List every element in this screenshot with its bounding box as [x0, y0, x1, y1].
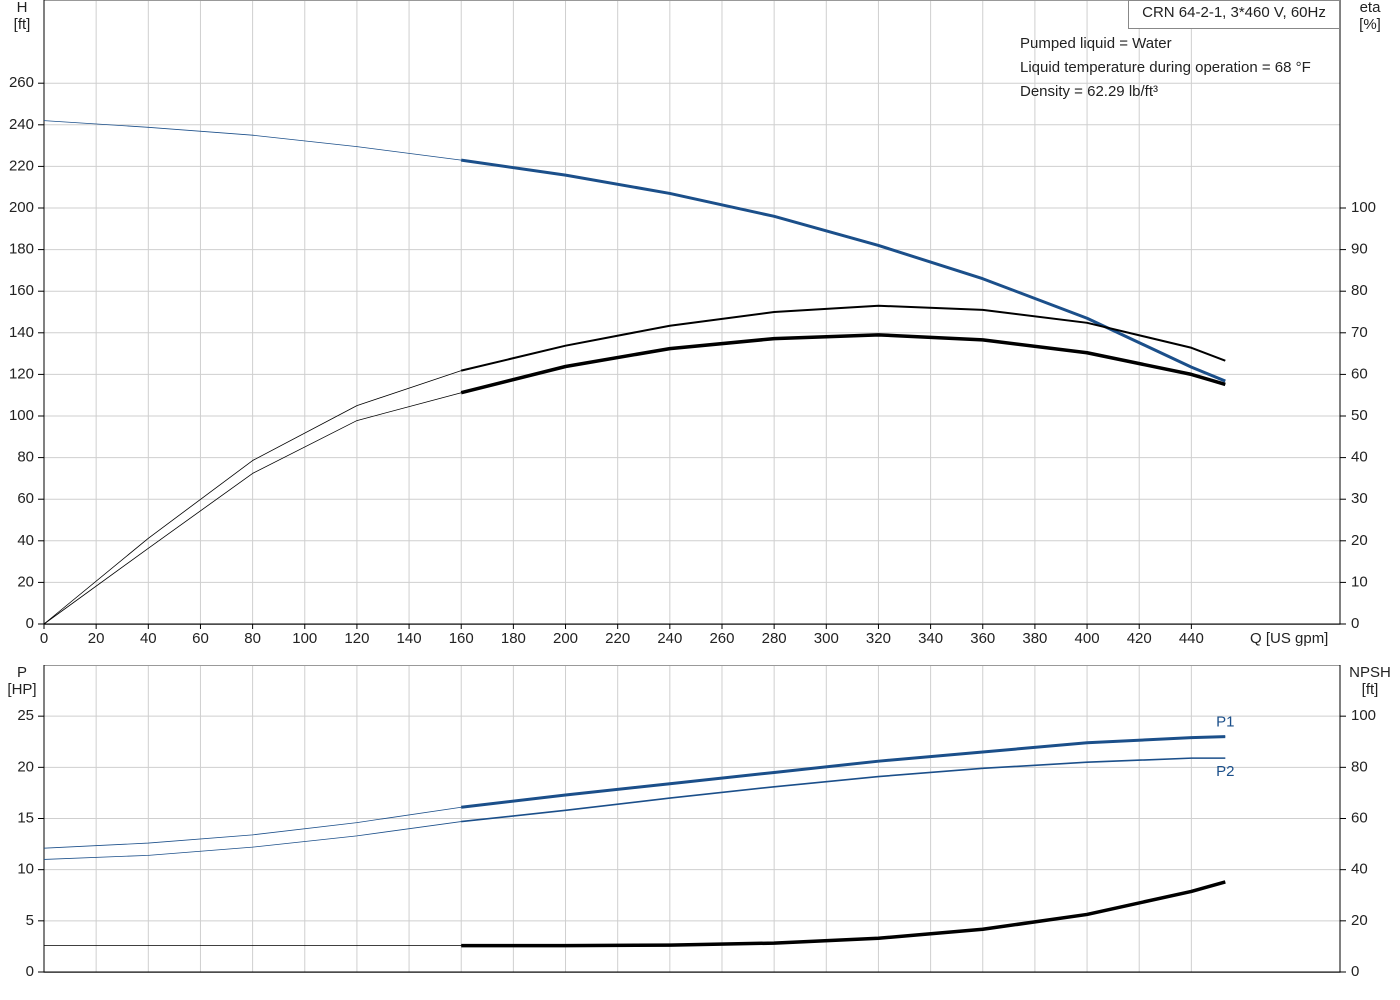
y2-tick-label: 100: [1351, 199, 1376, 216]
curve-line: [43, 120, 1226, 382]
y-tick-label: 160: [9, 282, 34, 299]
x-tick-label: 80: [244, 630, 261, 647]
y-axis-label: H: [17, 0, 28, 16]
y2-tick-label: 0: [1351, 615, 1359, 632]
x-tick-label: 20: [88, 630, 105, 647]
y2-tick-label: 80: [1351, 758, 1368, 775]
x-tick-label: 400: [1075, 630, 1100, 647]
y-tick-label: 0: [26, 963, 34, 980]
x-tick-label: 420: [1127, 630, 1152, 647]
curve-line-duty: [461, 735, 1226, 809]
y-tick-label: 180: [9, 241, 34, 258]
y2-axis-label: eta: [1360, 0, 1382, 16]
curve-line-duty: [460, 304, 1226, 372]
curve-line-duty: [461, 158, 1226, 383]
curve-line: [43, 736, 1226, 849]
y-tick-label: 20: [17, 758, 34, 775]
y-tick-label: 20: [17, 573, 34, 590]
x-tick-label: 320: [866, 630, 891, 647]
y-axis-label: [ft]: [14, 16, 31, 33]
y-tick-label: 60: [17, 490, 34, 507]
y-tick-label: 80: [17, 449, 34, 466]
y2-tick-label: 90: [1351, 241, 1368, 258]
y2-axis-label: [%]: [1359, 16, 1381, 33]
x-tick-label: 360: [970, 630, 995, 647]
x-tick-label: 0: [40, 630, 48, 647]
y-tick-label: 220: [9, 157, 34, 174]
x-tick-label: 280: [762, 630, 787, 647]
y2-tick-label: 60: [1351, 365, 1368, 382]
curve-line: [43, 334, 1226, 625]
x-tick-label: 140: [397, 630, 422, 647]
y-tick-label: 200: [9, 199, 34, 216]
x-tick-label: 220: [605, 630, 630, 647]
y-tick-label: 240: [9, 116, 34, 133]
curve-line: [44, 881, 1226, 947]
y2-tick-label: 10: [1351, 573, 1368, 590]
x-tick-label: 100: [292, 630, 317, 647]
y2-tick-label: 20: [1351, 532, 1368, 549]
x-tick-label: 40: [140, 630, 157, 647]
x-tick-label: 380: [1022, 630, 1047, 647]
y2-tick-label: 40: [1351, 861, 1368, 878]
annotation: Density = 62.29 lb/ft³: [1020, 83, 1158, 100]
y2-tick-label: 80: [1351, 282, 1368, 299]
x-tick-label: 180: [501, 630, 526, 647]
y2-tick-label: 0: [1351, 963, 1359, 980]
y-axis-label: [HP]: [7, 681, 36, 698]
y2-axis-label: [ft]: [1362, 681, 1379, 698]
y2-tick-label: 50: [1351, 407, 1368, 424]
y2-tick-label: 40: [1351, 449, 1368, 466]
y2-tick-label: 60: [1351, 809, 1368, 826]
y-tick-label: 120: [9, 365, 34, 382]
y-tick-label: 40: [17, 532, 34, 549]
y-tick-label: 260: [9, 74, 34, 91]
y-tick-label: 100: [9, 407, 34, 424]
y-tick-label: 15: [17, 809, 34, 826]
series-label: P2: [1216, 763, 1234, 780]
y-axis-label: P: [17, 664, 27, 681]
x-tick-label: 440: [1179, 630, 1204, 647]
curve-line-duty: [461, 757, 1226, 823]
annotation: Pumped liquid = Water: [1020, 35, 1172, 52]
y-tick-label: 5: [26, 912, 34, 929]
x-tick-label: 60: [192, 630, 209, 647]
x-tick-label: 200: [553, 630, 578, 647]
y-tick-label: 25: [17, 707, 34, 724]
y2-axis-label: NPSH: [1349, 664, 1391, 681]
y-tick-label: 0: [26, 615, 34, 632]
x-tick-label: 340: [918, 630, 943, 647]
x-tick-label: 260: [709, 630, 734, 647]
curve-line: [43, 757, 1226, 860]
y2-tick-label: 100: [1351, 707, 1376, 724]
x-axis-label: Q [US gpm]: [1250, 630, 1328, 647]
chart-title: CRN 64-2-1, 3*460 V, 60Hz: [1142, 4, 1326, 21]
x-tick-label: 160: [449, 630, 474, 647]
title-box: [1128, 0, 1340, 29]
y-tick-label: 10: [17, 861, 34, 878]
annotation: Liquid temperature during operation = 68…: [1020, 59, 1311, 76]
series-label: P1: [1216, 714, 1234, 731]
x-tick-label: 240: [657, 630, 682, 647]
curve-line-duty: [460, 333, 1226, 395]
y2-tick-label: 70: [1351, 324, 1368, 341]
y-tick-label: 140: [9, 324, 34, 341]
y2-tick-label: 20: [1351, 912, 1368, 929]
x-tick-label: 300: [814, 630, 839, 647]
y2-tick-label: 30: [1351, 490, 1368, 507]
curve-line-duty: [461, 880, 1226, 948]
x-tick-label: 120: [344, 630, 369, 647]
